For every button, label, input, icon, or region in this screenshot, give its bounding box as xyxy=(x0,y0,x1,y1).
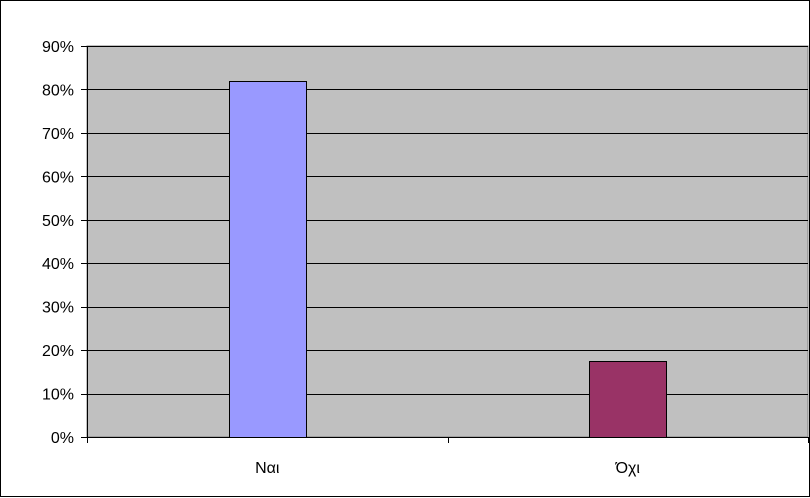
y-tick-label: 0% xyxy=(51,430,74,447)
y-tick-label: 50% xyxy=(42,213,74,230)
gridlines xyxy=(87,46,808,395)
plot-area xyxy=(86,45,809,438)
y-tick-label: 30% xyxy=(42,300,74,317)
y-tick-label: 10% xyxy=(42,387,74,404)
bar-1 xyxy=(229,81,307,438)
bar-2 xyxy=(589,361,667,438)
x-category-label: Όχι xyxy=(615,460,641,477)
x-category-label: Ναι xyxy=(255,460,280,477)
y-tick-label: 20% xyxy=(42,343,74,360)
axes xyxy=(81,46,809,443)
y-tick-label: 40% xyxy=(42,256,74,273)
y-tick-label: 80% xyxy=(42,82,74,99)
axis-labels: 0% 10% 20% 30% 40% 50% 60% 70% 80% 90% Ναι Όχι xyxy=(42,39,640,477)
y-tick-label: 70% xyxy=(42,126,74,143)
y-tick-label: 90% xyxy=(42,39,74,56)
y-tick-label: 60% xyxy=(42,169,74,186)
bars xyxy=(229,81,667,438)
